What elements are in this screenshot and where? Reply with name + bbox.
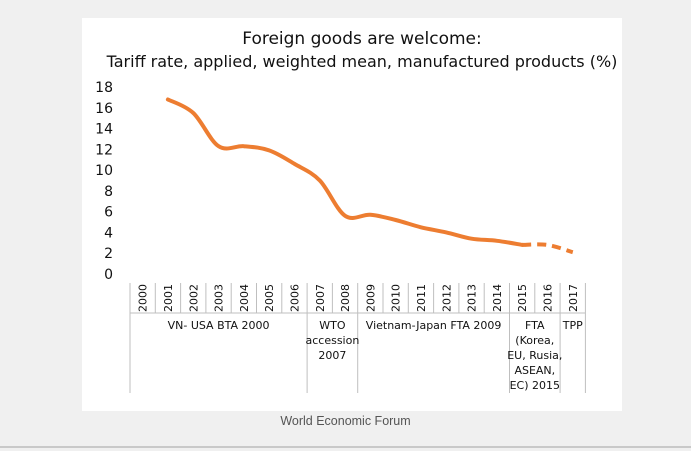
x-tick-label: 2017: [567, 284, 580, 312]
agreement-annotation: 2007: [318, 349, 346, 362]
agreement-annotation: (Korea,: [515, 334, 554, 347]
x-tick-label: 2014: [491, 284, 504, 312]
y-tick-label: 0: [104, 267, 113, 283]
chart-panel: [82, 18, 622, 411]
divider: [0, 446, 691, 448]
chart-subtitle: Tariff rate, applied, weighted mean, man…: [106, 52, 618, 71]
y-tick-label: 18: [95, 80, 113, 96]
x-tick-label: 2015: [516, 284, 529, 312]
y-tick-label: 6: [104, 205, 113, 221]
projected-tariff-line: [522, 242, 574, 255]
agreement-annotation: VN- USA BTA 2000: [168, 319, 270, 332]
y-tick-label: 16: [95, 101, 113, 117]
x-tick-label: 2013: [466, 284, 479, 312]
source-caption: World Economic Forum: [280, 414, 411, 428]
x-tick-label: 2008: [339, 284, 352, 312]
x-tick-label: 2012: [440, 284, 453, 312]
tariff-rate-line: [165, 97, 525, 247]
x-tick-label: 2016: [541, 284, 554, 312]
y-tick-label: 14: [95, 122, 113, 138]
y-tick-label: 4: [104, 225, 113, 241]
x-tick-label: 2011: [415, 284, 428, 312]
x-tick-label: 2005: [263, 284, 276, 312]
y-tick-label: 10: [95, 163, 113, 179]
x-tick-label: 2010: [390, 284, 403, 312]
agreement-annotation: EU, Rusia,: [507, 349, 562, 362]
x-tick-label: 2000: [137, 284, 150, 312]
agreement-annotation: ASEAN,: [514, 364, 555, 377]
agreement-annotation: EC) 2015: [510, 379, 560, 392]
x-tick-label: 2002: [187, 284, 200, 312]
x-tick-label: 2009: [364, 284, 377, 312]
agreement-annotation: FTA: [525, 319, 545, 332]
x-tick-label: 2006: [288, 284, 301, 312]
y-tick-label: 12: [95, 142, 113, 158]
chart-title: Foreign goods are welcome:: [242, 29, 481, 49]
y-tick-label: 8: [104, 184, 113, 200]
x-tick-label: 2001: [162, 284, 175, 312]
agreement-annotation: accession: [305, 334, 359, 347]
y-tick-label: 2: [104, 246, 113, 262]
agreement-annotation: TPP: [562, 319, 583, 332]
x-tick-label: 2007: [314, 284, 327, 312]
agreement-annotation: Vietnam-Japan FTA 2009: [366, 319, 502, 332]
x-tick-label: 2003: [213, 284, 226, 312]
x-tick-label: 2004: [238, 284, 251, 312]
agreement-annotation: WTO: [319, 319, 346, 332]
